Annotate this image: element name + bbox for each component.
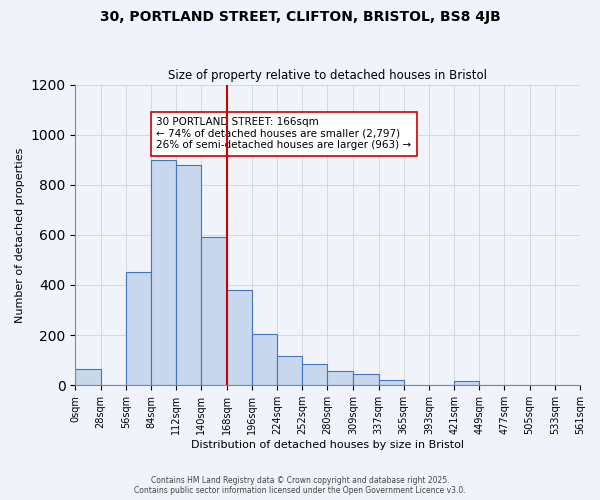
Bar <box>379 380 404 385</box>
Text: Contains HM Land Registry data © Crown copyright and database right 2025.
Contai: Contains HM Land Registry data © Crown c… <box>134 476 466 495</box>
Y-axis label: Number of detached properties: Number of detached properties <box>15 147 25 322</box>
Bar <box>454 382 479 385</box>
Bar <box>76 369 101 385</box>
Bar <box>126 272 151 385</box>
Bar <box>227 290 251 385</box>
Bar <box>327 372 353 385</box>
X-axis label: Distribution of detached houses by size in Bristol: Distribution of detached houses by size … <box>191 440 464 450</box>
Bar <box>176 164 202 385</box>
Bar <box>151 160 176 385</box>
Bar <box>251 334 277 385</box>
Text: 30, PORTLAND STREET, CLIFTON, BRISTOL, BS8 4JB: 30, PORTLAND STREET, CLIFTON, BRISTOL, B… <box>100 10 500 24</box>
Bar <box>277 356 302 385</box>
Bar <box>302 364 327 385</box>
Title: Size of property relative to detached houses in Bristol: Size of property relative to detached ho… <box>168 69 487 82</box>
Text: 30 PORTLAND STREET: 166sqm
← 74% of detached houses are smaller (2,797)
26% of s: 30 PORTLAND STREET: 166sqm ← 74% of deta… <box>157 117 412 150</box>
Bar <box>353 374 379 385</box>
Bar <box>202 238 227 385</box>
